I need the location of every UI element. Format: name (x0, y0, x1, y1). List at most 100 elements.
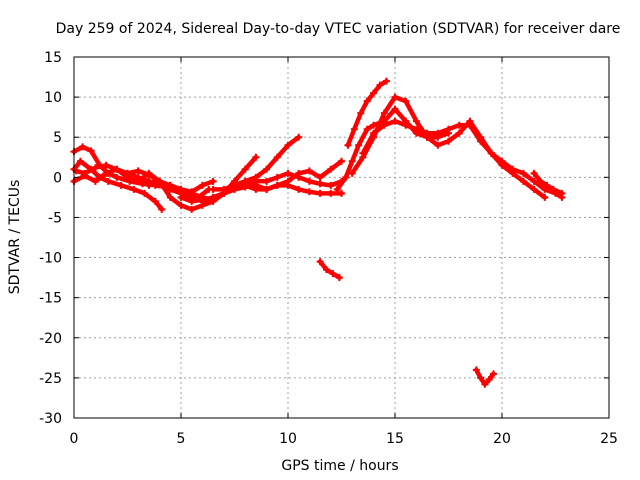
data-point (76, 157, 84, 165)
series-arc-8 (178, 171, 344, 204)
data-point (549, 185, 557, 193)
series-arc-13 (345, 78, 389, 148)
data-point (198, 181, 206, 189)
data-point (87, 147, 95, 155)
data-point (295, 185, 303, 193)
data-point (117, 181, 125, 189)
data-point (391, 117, 399, 125)
data-point (329, 270, 337, 278)
data-point (477, 374, 485, 382)
x-axis-label: GPS time / hours (281, 458, 398, 474)
data-point (348, 157, 356, 165)
data-point (158, 205, 166, 213)
data-point (342, 173, 350, 181)
data-point (263, 177, 271, 185)
data-point (335, 274, 343, 282)
data-point (487, 149, 495, 157)
data-point (348, 169, 356, 177)
y-tick-label: -10 (39, 251, 62, 267)
data-point (316, 258, 324, 266)
data-point (472, 366, 480, 374)
y-axis-label: SDTVAR / TECUs (7, 180, 23, 295)
data-point (166, 193, 174, 201)
data-point (134, 173, 142, 181)
data-point (104, 177, 112, 185)
data-point (284, 169, 292, 177)
data-point (81, 169, 89, 177)
y-tick-label: -30 (39, 411, 62, 427)
data-point (382, 77, 390, 85)
data-point (316, 173, 324, 181)
x-tick-label: 0 (70, 431, 79, 447)
x-tick-label: 20 (493, 431, 511, 447)
data-point (519, 177, 527, 185)
data-point (363, 125, 371, 133)
grid-lines (74, 57, 609, 418)
plot-frame (73, 56, 610, 419)
series-arc-14 (349, 94, 548, 200)
data-point (530, 177, 538, 185)
data-point (412, 117, 420, 125)
data-point (380, 109, 388, 117)
data-point (445, 137, 452, 145)
y-tick-label: 0 (53, 170, 62, 186)
data-point (141, 189, 149, 197)
y-tick-label: 15 (44, 50, 62, 66)
x-tick-label: 10 (279, 431, 297, 447)
data-point (376, 81, 384, 89)
data-point (338, 189, 345, 197)
data-point (338, 157, 345, 165)
data-point (177, 193, 185, 201)
data-point (91, 177, 99, 185)
data-point (485, 375, 493, 383)
y-tick-label: -15 (39, 291, 62, 307)
data-point (188, 197, 196, 205)
data-point (316, 189, 324, 197)
y-tick-label: -25 (39, 371, 62, 387)
data-point (530, 185, 538, 193)
x-tick-label: 15 (386, 431, 404, 447)
data-point (273, 153, 281, 161)
data-point (434, 141, 442, 149)
data-point (156, 177, 164, 185)
data-point (558, 189, 566, 197)
x-axis-ticks: 0 5 10 15 20 25 (70, 57, 618, 447)
data-point (231, 181, 238, 189)
series-arc-10 (242, 159, 344, 192)
data-point (134, 167, 142, 175)
x-tick-label: 25 (600, 431, 618, 447)
data-point (423, 129, 431, 137)
data-point (434, 129, 442, 137)
data-point (455, 121, 463, 129)
data-point (541, 185, 549, 193)
data-point (252, 153, 260, 161)
data-point (305, 188, 313, 196)
data-point (391, 105, 399, 113)
data-point (151, 197, 159, 205)
data-point (113, 165, 121, 173)
data-point (498, 157, 506, 165)
data-point (530, 169, 538, 177)
data-point (380, 121, 388, 129)
data-point (273, 173, 281, 181)
data-point (113, 173, 121, 181)
data-point (537, 177, 545, 185)
data-point (543, 181, 551, 189)
data-point (412, 125, 420, 133)
y-axis-ticks: -30 -25 -20 -15 -10 -5 0 5 10 15 (39, 50, 609, 427)
data-point (145, 181, 153, 189)
data-point (445, 125, 452, 133)
data-point (198, 196, 206, 204)
data-point (209, 177, 217, 185)
data-point (241, 165, 249, 173)
data-point (370, 89, 378, 97)
data-point (124, 169, 131, 177)
data-point (263, 165, 271, 173)
data-point (519, 169, 527, 177)
data-point (333, 185, 341, 193)
data-point (541, 193, 549, 201)
data-point (327, 181, 335, 189)
data-point (273, 181, 281, 189)
data-point (359, 149, 367, 157)
